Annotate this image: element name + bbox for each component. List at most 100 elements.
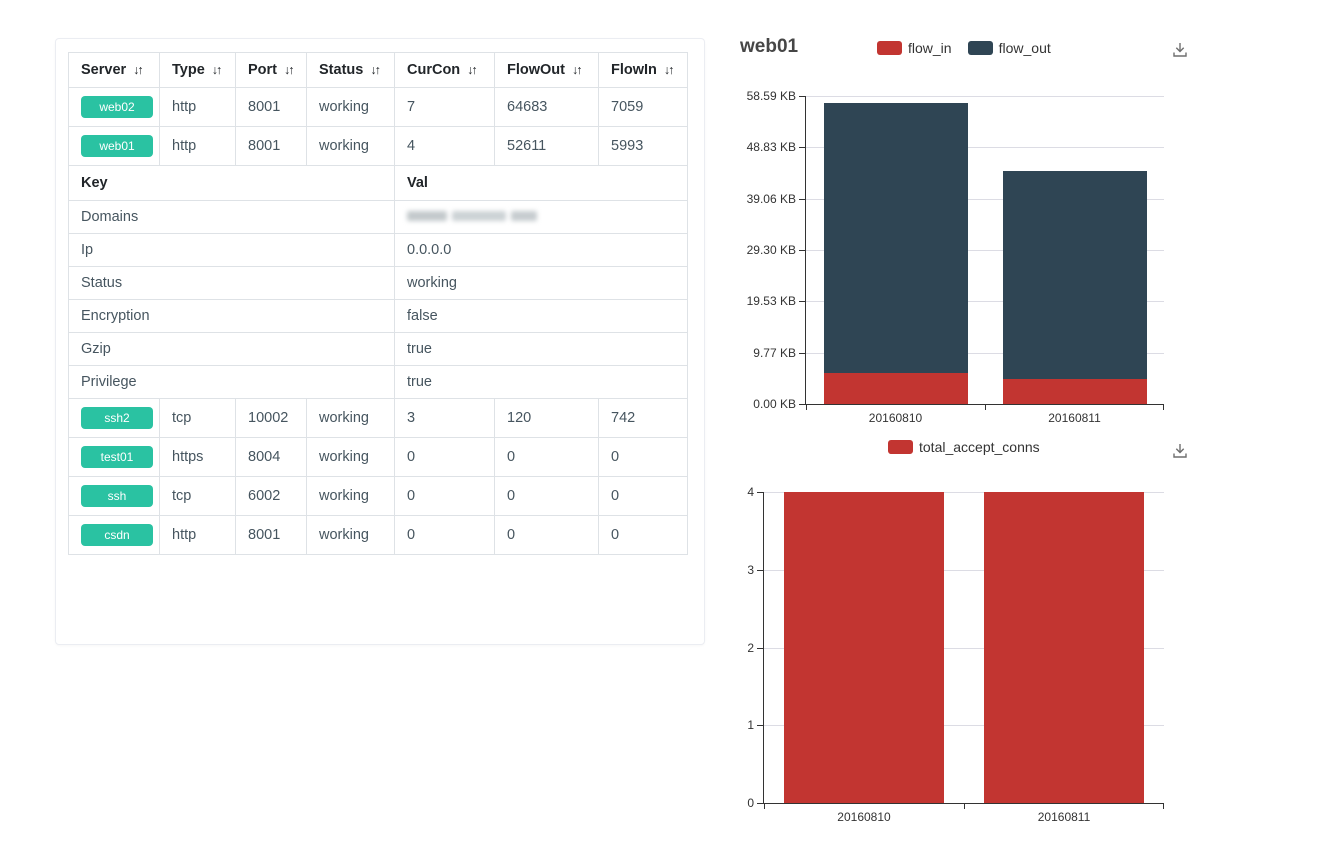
server-row[interactable]: ssh2 tcp 10002 working 3 120 742: [68, 398, 688, 438]
server-row[interactable]: test01 https 8004 working 0 0 0: [68, 437, 688, 477]
x-axis-tick: [985, 405, 986, 410]
cell-server: ssh2: [68, 398, 160, 438]
server-row[interactable]: web02 http 8001 working 7 64683 7059: [68, 87, 688, 127]
y-axis-label: 19.53 KB: [746, 294, 796, 308]
cell-status: working: [306, 126, 395, 166]
detail-val: true: [394, 365, 688, 399]
column-header-type[interactable]: Type ↓↑: [159, 52, 236, 88]
cell-flowin: 5993: [598, 126, 688, 166]
column-header-curcon[interactable]: CurCon ↓↑: [394, 52, 495, 88]
cell-curcon: 0: [394, 476, 495, 516]
cell-type: http: [159, 126, 236, 166]
server-badge[interactable]: ssh: [81, 485, 153, 507]
detail-row: Privilege true: [68, 365, 688, 399]
server-badge[interactable]: web02: [81, 96, 153, 118]
gridline: [806, 199, 1164, 200]
gridline: [764, 725, 1164, 726]
y-axis-label: 2: [747, 641, 754, 655]
server-row[interactable]: csdn http 8001 working 0 0 0: [68, 515, 688, 555]
cell-status: working: [306, 476, 395, 516]
cell-flowin: 0: [598, 437, 688, 477]
server-table: Server ↓↑ Type ↓↑ Port ↓↑ Status ↓↑ CurCon ↓↑ Flow…: [68, 52, 688, 555]
y-axis-label: 3: [747, 563, 754, 577]
server-badge[interactable]: test01: [81, 446, 153, 468]
detail-val: false: [394, 299, 688, 333]
cell-status: working: [306, 515, 395, 555]
cell-type: tcp: [159, 476, 236, 516]
server-row[interactable]: web01 http 8001 working 4 52611 5993: [68, 126, 688, 166]
redacted-value: [407, 209, 537, 223]
detail-key: Domains: [68, 200, 395, 234]
sort-icon[interactable]: ↓↑: [284, 63, 294, 77]
redacted-block: [407, 211, 447, 221]
bar-total_accept_conns: [984, 492, 1144, 803]
legend-item-flow_out[interactable]: flow_out: [967, 40, 1051, 56]
cell-type: http: [159, 515, 236, 555]
download-icon-glyph: [1173, 444, 1187, 458]
sort-icon[interactable]: ↓↑: [467, 63, 477, 77]
cell-curcon: 3: [394, 398, 495, 438]
legend-label: flow_out: [998, 40, 1051, 56]
bar-flow_out: [824, 103, 968, 373]
sort-icon[interactable]: ↓↑: [663, 63, 674, 77]
conns-chart-legend: total_accept_conns: [888, 439, 1040, 455]
cell-curcon: 7: [394, 87, 495, 127]
column-header-status[interactable]: Status ↓↑: [306, 52, 395, 88]
conns-chart-plot: 4 3 2 1 0 20160810 20160811: [747, 485, 1164, 824]
column-header-flowout[interactable]: FlowOut ↓↑: [494, 52, 599, 88]
y-axis-tick: [757, 648, 763, 649]
x-axis-label: 20160810: [868, 411, 923, 425]
column-header-flowin[interactable]: FlowIn ↓↑: [598, 52, 688, 88]
cell-server: web02: [68, 87, 160, 127]
y-axis-label: 4: [747, 485, 754, 499]
x-axis-tick: [806, 405, 807, 410]
x-axis-tick: [764, 804, 765, 809]
download-icon[interactable]: [1170, 40, 1190, 60]
redacted-block: [511, 211, 537, 221]
cell-flowout: 0: [494, 476, 599, 516]
sort-icon[interactable]: ↓↑: [572, 63, 582, 77]
y-axis-tick: [757, 492, 763, 493]
download-icon[interactable]: [1170, 441, 1190, 461]
sort-icon[interactable]: ↓↑: [133, 63, 143, 77]
table-body: web02 http 8001 working 7 64683 7059 web01 http 8…: [68, 87, 688, 555]
server-badge[interactable]: ssh2: [81, 407, 153, 429]
cell-status: working: [306, 87, 395, 127]
detail-key: Gzip: [68, 332, 395, 366]
y-axis-tick: [799, 404, 805, 405]
sort-icon[interactable]: ↓↑: [211, 63, 222, 77]
detail-val: working: [394, 266, 688, 300]
legend-item-total_accept_conns[interactable]: total_accept_conns: [888, 439, 1040, 455]
column-label: Type: [172, 62, 205, 78]
cell-port: 8004: [235, 437, 307, 477]
sort-icon[interactable]: ↓↑: [370, 63, 380, 77]
y-axis-tick: [757, 725, 763, 726]
gridline: [764, 648, 1164, 649]
legend-label: total_accept_conns: [919, 439, 1040, 455]
cell-port: 10002: [235, 398, 307, 438]
y-axis-tick: [799, 147, 805, 148]
cell-flowin: 7059: [598, 87, 688, 127]
y-axis-label: 58.59 KB: [746, 89, 796, 103]
column-header-port[interactable]: Port ↓↑: [235, 52, 307, 88]
x-axis-label: 20160811: [1037, 810, 1091, 824]
detail-row: Encryption false: [68, 299, 688, 333]
x-axis-label: 20160811: [1048, 411, 1101, 425]
cell-server: web01: [68, 126, 160, 166]
legend-item-flow_in[interactable]: flow_in: [877, 40, 952, 56]
gridline: [806, 250, 1164, 251]
server-badge[interactable]: web01: [81, 135, 153, 157]
column-header-server[interactable]: Server ↓↑: [68, 52, 160, 88]
cell-status: working: [306, 398, 395, 438]
server-row[interactable]: ssh tcp 6002 working 0 0 0: [68, 476, 688, 516]
x-axis-tick: [964, 804, 965, 809]
server-badge[interactable]: csdn: [81, 524, 153, 546]
table-header-row: Server ↓↑ Type ↓↑ Port ↓↑ Status ↓↑ CurCon ↓↑ Flow…: [68, 52, 688, 88]
y-axis-label: 0: [747, 796, 754, 810]
detail-key: Ip: [68, 233, 395, 267]
cell-flowin: 0: [598, 476, 688, 516]
cell-curcon: 0: [394, 437, 495, 477]
detail-key: Privilege: [68, 365, 395, 399]
detail-key: Status: [68, 266, 395, 300]
y-axis-label: 0.00 KB: [753, 397, 796, 411]
